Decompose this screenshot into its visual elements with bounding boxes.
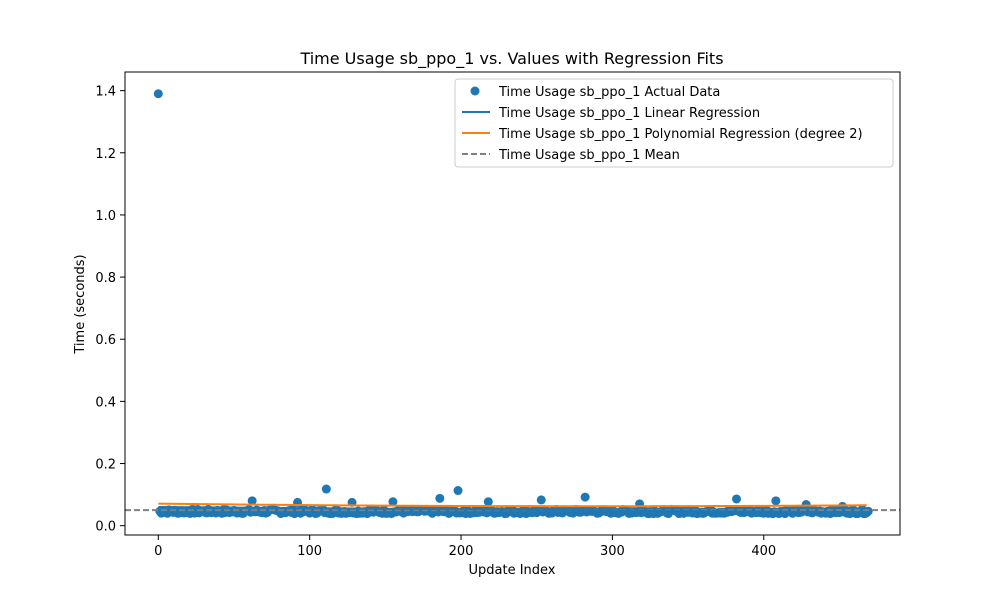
x-tick-label: 200 (449, 544, 474, 559)
scatter-point (863, 506, 873, 516)
y-tick-label: 1.2 (95, 147, 116, 162)
scatter-point (321, 484, 331, 494)
legend-item-linear: Time Usage sb_ppo_1 Linear Regression (498, 106, 760, 121)
legend: Time Usage sb_ppo_1 Actual Data Time Usa… (454, 78, 894, 168)
linear-regression-line (158, 506, 869, 514)
scatter-point (153, 89, 163, 99)
legend-box (454, 78, 894, 168)
data-marks (125, 89, 900, 519)
x-axis-label: Update Index (468, 563, 555, 578)
scatter-point (732, 494, 742, 504)
scatter-point (247, 496, 257, 506)
scatter-point (771, 496, 781, 506)
y-axis: 0.0 0.2 0.4 0.6 0.8 1.0 1.2 1.4 (95, 85, 125, 535)
legend-item-actual: Time Usage sb_ppo_1 Actual Data (498, 85, 720, 100)
legend-item-poly: Time Usage sb_ppo_1 Polynomial Regressio… (498, 127, 863, 142)
y-tick-label: 1.0 (95, 209, 116, 224)
x-tick-label: 400 (751, 544, 776, 559)
x-tick-label: 100 (297, 544, 322, 559)
x-axis: 0 100 200 300 400 (154, 535, 776, 559)
x-tick-label: 300 (600, 544, 625, 559)
y-tick-label: 0.0 (95, 520, 116, 535)
y-tick-label: 0.8 (95, 271, 116, 286)
y-tick-label: 0.4 (95, 395, 116, 410)
scatter-point (435, 493, 445, 503)
scatter-point (483, 497, 493, 507)
polynomial-regression-line (158, 502, 867, 508)
chart-title: Time Usage sb_ppo_1 vs. Values with Regr… (299, 49, 723, 69)
x-tick-label: 0 (154, 544, 162, 559)
plot-area (125, 89, 900, 519)
y-tick-label: 0.2 (95, 458, 116, 473)
y-tick-label: 1.4 (95, 85, 116, 100)
scatter-point (536, 495, 546, 505)
plot-frame (124, 71, 901, 536)
scatter-point (453, 486, 463, 496)
y-tick-label: 0.6 (95, 333, 116, 348)
y-axis-label: Time (seconds) (73, 254, 88, 354)
legend-item-mean: Time Usage sb_ppo_1 Mean (498, 148, 680, 163)
legend-scatter-marker (470, 86, 480, 96)
scatter-point (388, 497, 398, 507)
scatter-point (580, 492, 590, 502)
